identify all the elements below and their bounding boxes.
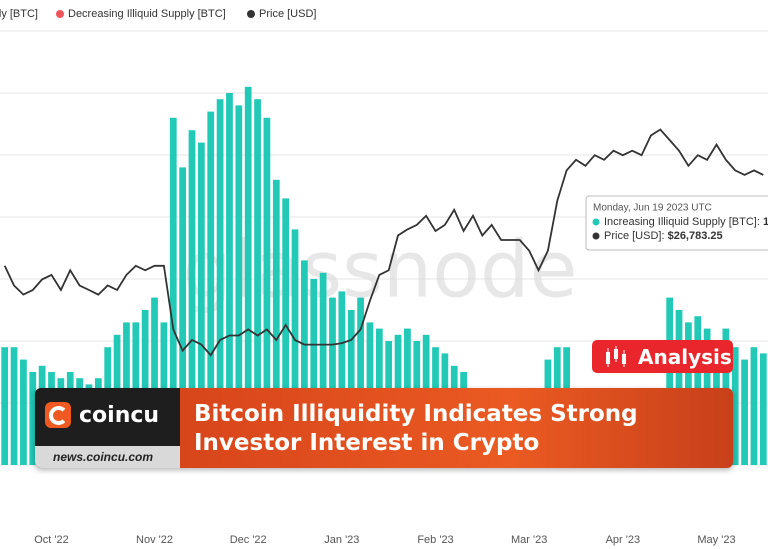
bar (347, 310, 355, 465)
headline-line: Investor Interest in Crypto (194, 430, 540, 456)
tooltip-row: Increasing Illiquid Supply [BTC]: 14 (604, 216, 768, 228)
x-tick-label: Jan '23 (324, 534, 359, 546)
bar (263, 117, 271, 466)
bar (338, 291, 346, 465)
bar (272, 179, 280, 466)
tooltip-box (585, 195, 768, 251)
bar (357, 297, 364, 465)
bar (235, 105, 243, 466)
tooltip-value: $26,783.25 (668, 230, 723, 242)
bar (301, 260, 308, 465)
badge-icon (606, 345, 626, 367)
bar (179, 167, 187, 465)
bar (169, 117, 177, 466)
bar (731, 347, 739, 465)
x-tick-label: May '23 (697, 534, 735, 546)
bar (291, 229, 299, 465)
bar (29, 372, 37, 465)
headline: Bitcoin Illiquidity Indicates Strong Inv… (180, 388, 733, 468)
bar (675, 310, 683, 465)
tooltip-label: Price [USD]: (604, 230, 665, 242)
price-line (3, 128, 764, 357)
logo: coincu (45, 402, 159, 428)
logo-text: coincu (79, 402, 160, 428)
bar (310, 279, 318, 465)
site-url[interactable]: news.coincu.com (35, 446, 180, 468)
legend-marker (247, 10, 255, 18)
tooltip-value: 14 (763, 216, 768, 228)
brand: coincu news.coincu.com (35, 388, 180, 468)
bar (666, 297, 674, 465)
legend-marker (56, 10, 64, 18)
x-tick-label: Dec '22 (230, 534, 267, 546)
bar (1, 347, 9, 465)
bar (282, 198, 290, 465)
bar (759, 353, 767, 465)
x-tick-label: Feb '23 (417, 534, 453, 546)
bar (750, 347, 758, 465)
legend-label: Price [USD] (259, 8, 316, 20)
bar (197, 142, 205, 465)
badge-text: Analysis (638, 344, 732, 369)
badge: Analysis (592, 340, 733, 373)
tooltip-marker (592, 218, 600, 226)
tooltip-row: Price [USD]: $26,783.25 (604, 230, 723, 242)
bar (216, 99, 224, 465)
legend-label: Decreasing Illiquid Supply [BTC] (68, 8, 226, 20)
bar (20, 359, 27, 465)
bar (741, 359, 748, 465)
x-tick-label: Mar '23 (511, 534, 547, 546)
bar (207, 111, 215, 465)
headline-line: Bitcoin Illiquidity Indicates Strong (194, 401, 638, 427)
bar (226, 93, 233, 465)
x-tick-label: Nov '22 (136, 534, 173, 546)
bar (329, 297, 336, 465)
bar (151, 297, 158, 465)
bar (188, 130, 196, 465)
x-tick-label: Apr '23 (606, 534, 641, 546)
bar (254, 99, 261, 465)
tooltip-title: Monday, Jun 19 2023 UTC (593, 203, 712, 214)
bar (10, 347, 18, 465)
tooltip-marker (592, 232, 600, 240)
legend-label: Increasing Illiquid Supply [BTC] (0, 8, 38, 20)
banner: coincu news.coincu.com Bitcoin Illiquidi… (35, 388, 733, 468)
x-tick-label: Oct '22 (34, 534, 69, 546)
bar (319, 272, 327, 465)
tooltip-label: Increasing Illiquid Supply [BTC]: (604, 216, 760, 228)
tooltip: Monday, Jun 19 2023 UTC Increasing Illiqu… (585, 195, 768, 251)
bar (141, 310, 149, 465)
bar (244, 86, 252, 466)
